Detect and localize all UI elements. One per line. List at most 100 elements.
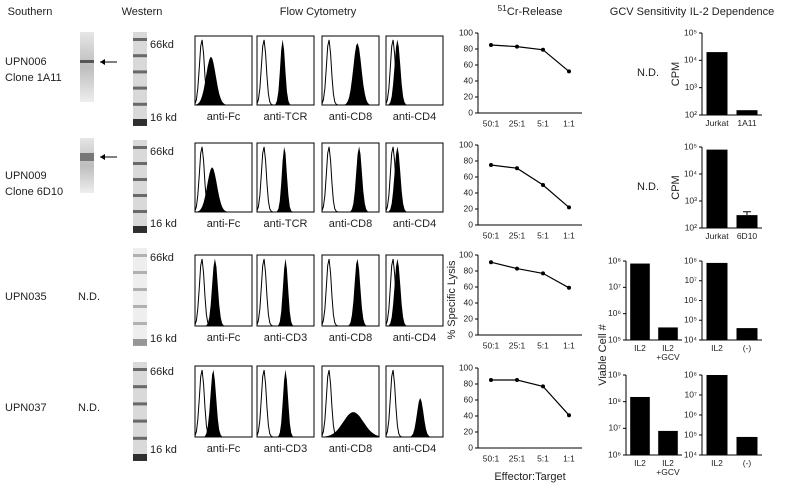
point [515, 378, 519, 382]
x-tick-label: 1:1 [563, 453, 575, 463]
x-tick-label: IL2 +GCV [656, 344, 680, 362]
point [489, 260, 493, 265]
line [490, 44, 570, 72]
y-tick-label: 10⁴ [684, 168, 697, 178]
flow-control [385, 258, 443, 327]
row-name: UPN009 [5, 170, 47, 182]
flow-panel [385, 365, 444, 438]
western-marker: 66kd [150, 366, 174, 378]
y-tick-label: 20 [464, 426, 474, 436]
y-tick-label: 80 [464, 155, 474, 165]
x-tick-label: IL2 [711, 459, 723, 468]
y-tick-label: 0 [468, 219, 473, 229]
y-tick-label: 60 [464, 59, 474, 69]
x-tick-label: IL2 [711, 344, 723, 353]
y-tick-label: 10⁶ [684, 295, 697, 305]
flow-label: anti-CD4 [393, 332, 436, 344]
x-tick-label-box: (-) [742, 459, 752, 468]
flow-stained [257, 39, 314, 105]
flow-stained [195, 56, 252, 105]
blot-band [133, 288, 147, 291]
blot-band [133, 385, 147, 389]
y-tick-label: 10⁴ [684, 55, 697, 65]
header-flow: Flow Cytometry [280, 6, 357, 18]
y-tick-label: 10⁸ [608, 255, 621, 265]
point [541, 271, 545, 276]
x-tick-label: 50:1 [483, 340, 500, 350]
y-tick-label: 10⁶ [608, 449, 621, 459]
y-tick-label: 40 [464, 297, 474, 307]
y-tick-label: 10⁶ [684, 409, 697, 419]
row-name: UPN035 [5, 291, 47, 303]
bar [706, 149, 728, 228]
blot-band [133, 305, 147, 308]
y-tick-label: 60 [464, 281, 474, 291]
blot-band [133, 210, 147, 213]
western-marker: 16 kd [150, 112, 177, 124]
flow-label: anti-Fc [207, 332, 241, 344]
point [515, 166, 519, 171]
flow-control [194, 39, 252, 106]
y-tick-label: 0 [468, 442, 473, 452]
line [490, 164, 570, 208]
gcv-nd: N.D. [637, 181, 659, 193]
x-tick-label: 25:1 [509, 340, 526, 350]
flow-control [256, 39, 314, 106]
flow-label: anti-CD8 [329, 218, 372, 230]
y-tick-label: 10⁸ [608, 396, 621, 406]
y-tick-label: 100 [459, 139, 473, 149]
x-tick-label-box: IL2 [711, 344, 723, 353]
flow-label: anti-Fc [207, 218, 241, 230]
flow-control [321, 39, 379, 106]
blot-band [133, 194, 147, 197]
western-marker: 16 kd [150, 444, 177, 456]
x-tick-label-box: Jurkat [705, 232, 728, 241]
y-tick-label: 10³ [685, 195, 697, 205]
x-tick-label-box: IL2 [634, 344, 646, 353]
header-cr-sup: 51 [497, 3, 507, 13]
y-tick-label: 10⁸ [684, 369, 697, 379]
blot-band [133, 178, 147, 181]
point [567, 69, 571, 74]
flow-stained [195, 167, 252, 212]
x-tick-label-box: 6D10 [737, 232, 757, 241]
flow-panel [321, 142, 380, 213]
y-tick-label: 10⁴ [684, 449, 697, 459]
row-name: UPN037 [5, 402, 47, 414]
blot-band [80, 60, 94, 63]
y-tick-label: 10⁴ [684, 334, 697, 344]
x-tick-label: (-) [742, 459, 752, 468]
y-tick-label: 10⁷ [608, 423, 621, 433]
flow-label: anti-CD8 [329, 443, 372, 455]
blot-band [133, 146, 147, 149]
y-axis-label: CPM [670, 175, 682, 199]
y-tick-label: 10⁶ [608, 308, 621, 318]
arrow-head [100, 154, 105, 160]
bar [706, 262, 728, 340]
y-tick-label: 100 [459, 362, 473, 372]
y-tick-label: 40 [464, 187, 474, 197]
y-tick-label: 10⁵ [684, 429, 697, 439]
y-tick-label: 80 [464, 265, 474, 275]
x-tick-label: 5:1 [537, 453, 549, 463]
blot-band [133, 454, 147, 461]
blot-band [133, 368, 147, 371]
x-tick-label: IL2 [634, 344, 646, 353]
y-tick-label: 60 [464, 171, 474, 181]
bar [736, 215, 758, 228]
flow-label: anti-CD8 [329, 111, 372, 123]
bar [736, 110, 758, 115]
bar [630, 263, 650, 340]
header-cr-text: Cr-Release [507, 6, 563, 18]
x-tick-label-box: Jurkat [705, 119, 728, 128]
blot-band [133, 339, 147, 346]
y-tick-label: 20 [464, 91, 474, 101]
x-axis-label: Effector:Target [494, 471, 565, 483]
row-name: UPN006 [5, 56, 47, 68]
flow-stained [322, 43, 379, 105]
x-tick-label: 50:1 [483, 230, 500, 240]
x-tick-label: 25:1 [509, 453, 526, 463]
y-tick-label: 10⁵ [684, 141, 697, 151]
flow-control [194, 258, 252, 327]
